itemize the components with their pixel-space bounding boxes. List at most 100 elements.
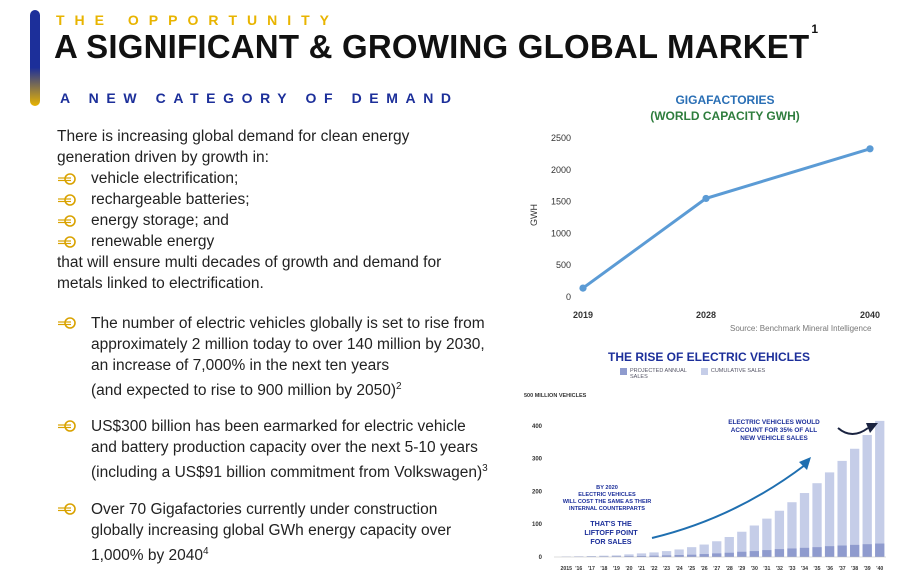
cumulative-bar (737, 531, 747, 557)
cumulative-bar (649, 552, 659, 557)
x-tick-label: '35 (814, 566, 821, 572)
point-gigafactories: Over 70 Gigafactories currently under co… (57, 499, 517, 564)
cumulative-bar (586, 556, 596, 557)
legend-item: CUMULATIVE SALES (700, 368, 765, 380)
x-tick-label: '39 (864, 566, 871, 572)
ev-chart-title: THE RISE OF ELECTRIC VEHICLES (608, 350, 811, 364)
share-arrow-head (866, 423, 878, 433)
annotation-text: INTERNAL COUNTERPARTS (569, 506, 645, 512)
point-line: 1,000% by 2040 (91, 547, 204, 565)
cumulative-bar (762, 518, 772, 557)
legend-item: PROJECTED ANNUAL SALES (620, 368, 687, 380)
legend-swatch (700, 368, 708, 375)
list-item: energy storage; and (57, 210, 441, 231)
x-tick-label: '37 (839, 566, 846, 572)
y-tick-label: 200 (532, 489, 543, 495)
annual-bar (850, 544, 860, 557)
y-tick-label: 1000 (551, 228, 571, 238)
x-tick-label: '36 (826, 566, 833, 572)
gigafactories-chart-title: GIGAFACTORIES (WORLD CAPACITY GWH) (600, 92, 850, 124)
point-text: US$300 billion has been earmarked for el… (91, 416, 521, 483)
annotation-text: ACCOUNT FOR 35% OF ALL (731, 427, 817, 434)
point-line: approximately 2 million today to over 14… (91, 336, 485, 353)
x-tick-label: '30 (751, 566, 758, 572)
data-point (866, 145, 874, 153)
annual-bar (737, 551, 747, 557)
cumulative-bar (787, 502, 797, 557)
gigafactories-title-line1: GIGAFACTORIES (675, 93, 775, 107)
annual-bar (649, 555, 659, 557)
cumulative-bar (611, 555, 622, 557)
x-tick-label: '19 (613, 566, 620, 572)
bullet-icon (58, 420, 76, 432)
bullet-icon (58, 235, 76, 248)
x-tick-label: '26 (701, 566, 708, 572)
point-line-with-footnote: 1,000% by 20404 (91, 541, 521, 566)
list-item: vehicle electrification; (57, 168, 441, 189)
cumulative-bar (574, 556, 584, 557)
cumulative-bar (850, 448, 860, 557)
legend-label: PROJECTED ANNUAL SALES (630, 368, 687, 380)
y-tick-label: 2500 (551, 133, 571, 143)
cumulative-bar (687, 547, 697, 557)
footnote-marker: 2 (396, 381, 402, 392)
annual-bar (799, 547, 810, 557)
annotation-text: LIFTOFF POINT (584, 528, 638, 537)
x-tick-label: '16 (575, 566, 582, 572)
annual-bar (787, 548, 797, 557)
annual-bar (812, 547, 822, 557)
y-tick-label: 1500 (551, 197, 571, 207)
cumulative-bar (599, 555, 609, 557)
annotation-text: ELECTRIC VEHICLES WOULD (728, 419, 820, 426)
chart-source: Source: Benchmark Mineral Intelligence (730, 324, 872, 333)
point-text: The number of electric vehicles globally… (91, 313, 521, 401)
annual-bar (611, 556, 622, 557)
x-tick-label: '27 (713, 566, 720, 572)
ev-chart-legend: PROJECTED ANNUAL SALES CUMULATIVE SALES (620, 368, 765, 380)
liftoff-arrow-head (799, 457, 811, 470)
x-tick-label: '28 (726, 566, 733, 572)
data-point (579, 284, 587, 292)
y-tick-label: 100 (532, 522, 543, 528)
annual-bar (724, 552, 734, 557)
page-title-text: A SIGNIFICANT & GROWING GLOBAL MARKET (54, 28, 810, 65)
point-line: globally increasing global GWh energy ca… (91, 522, 452, 539)
y-axis-label: 500 MILLION VEHICLES (524, 393, 587, 399)
x-tick-label: '20 (625, 566, 632, 572)
list-item-label: energy storage; and (91, 212, 229, 229)
cumulative-bar (812, 483, 822, 557)
legend-label-line: PROJECTED ANNUAL (630, 368, 687, 374)
point-ev-growth: The number of electric vehicles globally… (57, 313, 517, 399)
x-tick-label: '29 (738, 566, 745, 572)
annual-bar (636, 556, 647, 557)
cumulative-bar (724, 536, 734, 557)
y-tick-label: 0 (539, 555, 543, 561)
point-line: (and expected to rise to 900 million by … (91, 382, 397, 400)
point-line: an increase of 7,000% in the next ten ye… (91, 357, 390, 374)
data-point (702, 194, 710, 203)
annual-bar (699, 554, 709, 557)
legend-swatch (620, 368, 627, 375)
cumulative-bar (774, 510, 785, 557)
point-line: (including a US$91 billion commitment fr… (91, 464, 483, 482)
annotation-text: BY 2020 (596, 485, 618, 491)
point-investment: US$300 billion has been earmarked for el… (57, 416, 517, 481)
bullet-icon (58, 172, 76, 185)
x-tick-label: '24 (676, 566, 683, 572)
bullet-icon (58, 193, 76, 206)
x-tick-label: '21 (638, 566, 645, 572)
point-line-with-footnote: (and expected to rise to 900 million by … (91, 376, 521, 401)
point-text: Over 70 Gigafactories currently under co… (91, 499, 521, 566)
annual-bar (774, 549, 785, 557)
cumulative-bar (749, 525, 759, 557)
cumulative-bar (837, 460, 847, 557)
x-tick-label: '22 (651, 566, 658, 572)
cumulative-bar (624, 554, 634, 557)
x-tick-label: '31 (763, 566, 770, 572)
footnote-marker: 3 (482, 463, 488, 474)
x-tick-label: '18 (600, 566, 607, 572)
cumulative-bar (636, 553, 647, 557)
annual-bar (624, 556, 634, 557)
annual-bar (712, 553, 722, 557)
